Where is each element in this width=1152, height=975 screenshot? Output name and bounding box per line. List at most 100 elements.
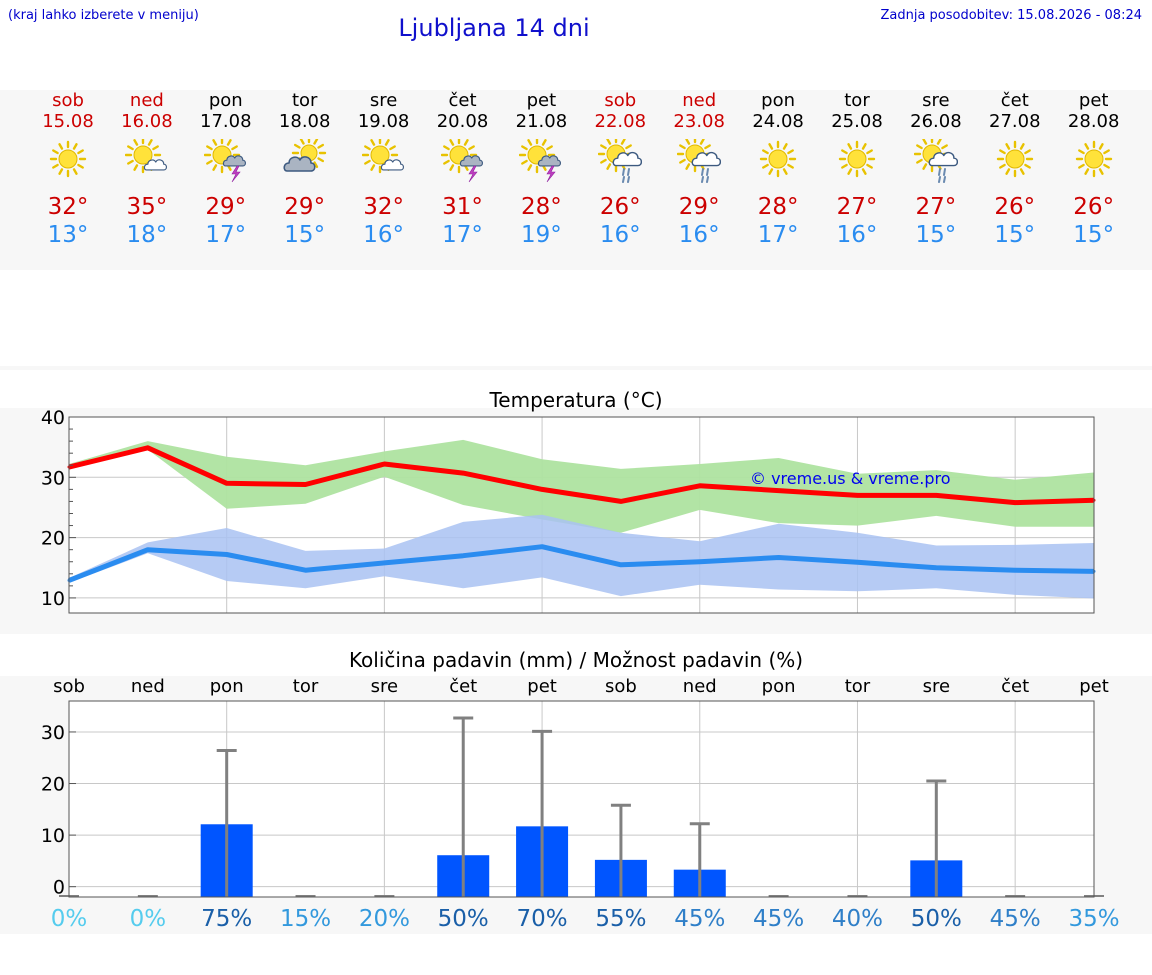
sun-cloud-icon — [361, 139, 404, 174]
day-label: pet — [1079, 676, 1109, 697]
day-label: pon — [210, 676, 244, 697]
max-point — [540, 487, 544, 491]
day-date: 26.08 — [910, 111, 962, 132]
min-temperature: 17° — [757, 222, 799, 248]
day-label: sob — [53, 676, 85, 697]
min-point — [619, 563, 623, 567]
min-point — [461, 554, 465, 558]
min-point — [382, 561, 386, 565]
day-name: čet — [448, 90, 477, 111]
day-label: pet — [527, 676, 557, 697]
precipitation-probability: 40% — [832, 906, 883, 932]
max-temperature: 28° — [521, 194, 562, 220]
y-tick-label: 10 — [41, 588, 65, 610]
sun-icon — [996, 140, 1033, 178]
forecast-day: pon 24.08 28° 17° — [738, 90, 818, 249]
precipitation-probability: 55% — [595, 906, 646, 932]
forecast-day: tor 18.08 29° 15° — [265, 90, 345, 249]
max-point — [382, 462, 386, 466]
sun-rain-icon — [913, 139, 958, 183]
precipitation-probability: 45% — [674, 906, 725, 932]
max-temperature: 32° — [47, 194, 89, 220]
forecast-day: tor 25.08 27° 16° — [817, 90, 897, 249]
page-title: Ljubljana 14 dni — [398, 14, 590, 42]
min-point — [698, 560, 702, 564]
min-temperature-line — [68, 544, 1095, 583]
forecast-row: sob 15.08 32° 13° ned 16.08 35° 18° pon 17.08 29° 1… — [0, 90, 1152, 270]
y-tick-label: 10 — [41, 825, 65, 847]
day-name: tor — [291, 90, 318, 111]
location-hint[interactable]: (kraj lahko izberete v meniju) — [8, 8, 199, 23]
day-date: 24.08 — [752, 111, 804, 132]
sun-thunder-icon — [440, 139, 483, 183]
forecast-day: pet 28.08 26° 15° — [1054, 90, 1134, 249]
day-date: 28.08 — [1067, 111, 1120, 132]
min-temperature: 15° — [1073, 222, 1115, 248]
min-temperature: 16° — [599, 222, 641, 248]
min-temperature: 15° — [994, 222, 1036, 248]
precipitation-probability: 70% — [517, 906, 568, 932]
min-temperature: 17° — [205, 222, 247, 248]
max-point — [461, 471, 465, 475]
sun-rain-icon — [677, 139, 722, 183]
min-temperature: 15° — [915, 222, 957, 248]
min-point — [225, 553, 229, 557]
day-date: 17.08 — [200, 111, 252, 132]
max-point — [698, 484, 702, 488]
forecast-day: čet 20.08 31° 17° — [423, 90, 503, 249]
precipitation-probability: 0% — [130, 906, 167, 932]
max-point — [1013, 501, 1017, 505]
plot-frame — [68, 700, 1095, 898]
max-range-band — [69, 439, 1094, 533]
day-date: 22.08 — [594, 111, 647, 132]
forecast-day: čet 27.08 26° 15° — [975, 90, 1055, 249]
max-temperature: 32° — [363, 194, 404, 220]
day-date: 20.08 — [436, 111, 489, 132]
max-temperature: 27° — [836, 194, 878, 220]
plot-frame — [68, 416, 1095, 614]
day-date: 18.08 — [278, 111, 331, 132]
min-temperature: 18° — [126, 222, 168, 248]
day-name: sob — [604, 90, 637, 111]
day-name: sre — [369, 90, 398, 111]
day-date: 23.08 — [673, 111, 725, 132]
day-date: 21.08 — [515, 111, 568, 132]
sun-icon — [49, 140, 87, 178]
min-temperature: 17° — [442, 222, 483, 248]
min-temperature: 16° — [363, 222, 404, 248]
min-point — [540, 545, 544, 549]
max-point — [304, 483, 308, 487]
y-tick-label: 0 — [53, 877, 65, 899]
day-name: pon — [761, 90, 796, 111]
precipitation-probability: 45% — [990, 906, 1041, 932]
day-label: sre — [371, 676, 398, 697]
max-temperature: 35° — [126, 194, 168, 220]
day-name: sre — [922, 90, 950, 111]
cloudy-sun-icon — [283, 139, 326, 172]
min-temperature: 16° — [836, 222, 878, 248]
day-label: ned — [683, 676, 717, 697]
day-name: tor — [844, 90, 870, 111]
precipitation-probability: 45% — [753, 906, 804, 932]
sun-thunder-icon — [203, 139, 246, 183]
min-temperature: 13° — [47, 222, 89, 248]
sun-cloud-icon — [124, 139, 167, 174]
precipitation-probability: 20% — [359, 906, 410, 932]
day-label: sre — [923, 676, 950, 697]
forecast-day: sre 19.08 32° 16° — [344, 90, 424, 249]
y-tick-label: 30 — [41, 722, 65, 744]
day-date: 25.08 — [831, 111, 883, 132]
day-label: ned — [131, 676, 165, 697]
min-point — [777, 556, 781, 560]
max-temperature: 28° — [757, 194, 799, 220]
precipitation-probability: 50% — [911, 906, 962, 932]
max-point — [855, 493, 859, 497]
forecast-day: ned 23.08 29° 16° — [659, 90, 739, 249]
max-temperature: 26° — [1073, 194, 1115, 220]
day-label: sob — [605, 676, 637, 697]
min-temperature: 16° — [678, 222, 720, 248]
max-point — [619, 499, 623, 503]
max-point — [934, 493, 938, 497]
day-name: sob — [52, 90, 84, 111]
max-point — [777, 489, 781, 493]
